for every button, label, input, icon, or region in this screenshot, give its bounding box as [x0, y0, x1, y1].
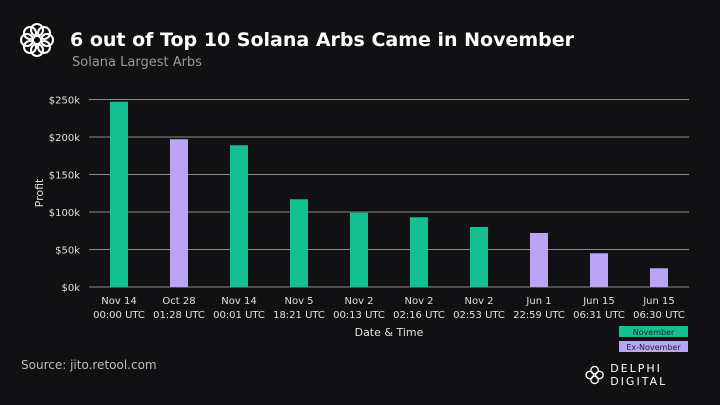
x-tick-label: Oct 28	[162, 296, 195, 307]
bar	[530, 233, 548, 287]
x-tick-label: Jun 15	[642, 296, 675, 307]
x-tick-label: 01:28 UTC	[153, 310, 205, 321]
x-tick-label: 02:53 UTC	[453, 310, 505, 321]
x-tick-label: 00:13 UTC	[333, 310, 385, 321]
y-tick-label: $50k	[55, 246, 80, 257]
bar	[590, 253, 608, 287]
x-tick-label: 00:01 UTC	[213, 310, 265, 321]
source-note: Source: jito.retool.com	[21, 358, 157, 372]
x-tick-label: 06:31 UTC	[573, 310, 625, 321]
x-tick-label: Nov 2	[404, 296, 433, 307]
x-tick-label: 02:16 UTC	[393, 310, 445, 321]
y-tick-label: $0k	[61, 283, 80, 294]
bar	[410, 217, 428, 287]
y-tick-label: $250k	[49, 96, 80, 107]
bar	[170, 139, 188, 287]
brand-logo: DELPHI DIGITAL	[585, 362, 720, 388]
legend-label: November	[633, 328, 675, 337]
y-tick-label: $200k	[49, 133, 80, 144]
x-tick-label: Nov 5	[284, 296, 313, 307]
delphi-flower-icon	[20, 23, 54, 57]
x-tick-label: Jun 1	[525, 296, 551, 307]
brand-name: DELPHI DIGITAL	[610, 362, 668, 388]
delphi-flower-icon	[585, 365, 604, 385]
x-tick-label: Nov 2	[464, 296, 493, 307]
bar	[290, 199, 308, 287]
x-tick-label: Nov 14	[101, 296, 136, 307]
legend-swatch	[619, 341, 688, 352]
legend-label: Ex-November	[626, 343, 681, 352]
y-tick-label: $150k	[49, 171, 80, 182]
x-tick-label: Nov 14	[221, 296, 256, 307]
y-tick-label: $100k	[49, 208, 80, 219]
x-tick-label: 18:21 UTC	[273, 310, 325, 321]
x-tick-label: 00:00 UTC	[93, 310, 145, 321]
bar	[110, 101, 128, 287]
bar	[230, 145, 248, 287]
x-tick-label: Jun 15	[582, 296, 615, 307]
x-axis-label: Date & Time	[355, 326, 424, 339]
legend-swatch	[619, 326, 688, 337]
x-tick-label: 22:59 UTC	[513, 310, 565, 321]
x-tick-label: Nov 2	[344, 296, 373, 307]
bar	[470, 227, 488, 287]
x-tick-label: 06:30 UTC	[633, 310, 685, 321]
chart-subtitle: Solana Largest Arbs	[72, 55, 202, 70]
chart-title: 6 out of Top 10 Solana Arbs Came in Nove…	[70, 29, 575, 51]
y-axis-label: Profit	[33, 178, 46, 207]
bar	[650, 268, 668, 287]
bar	[350, 212, 368, 287]
